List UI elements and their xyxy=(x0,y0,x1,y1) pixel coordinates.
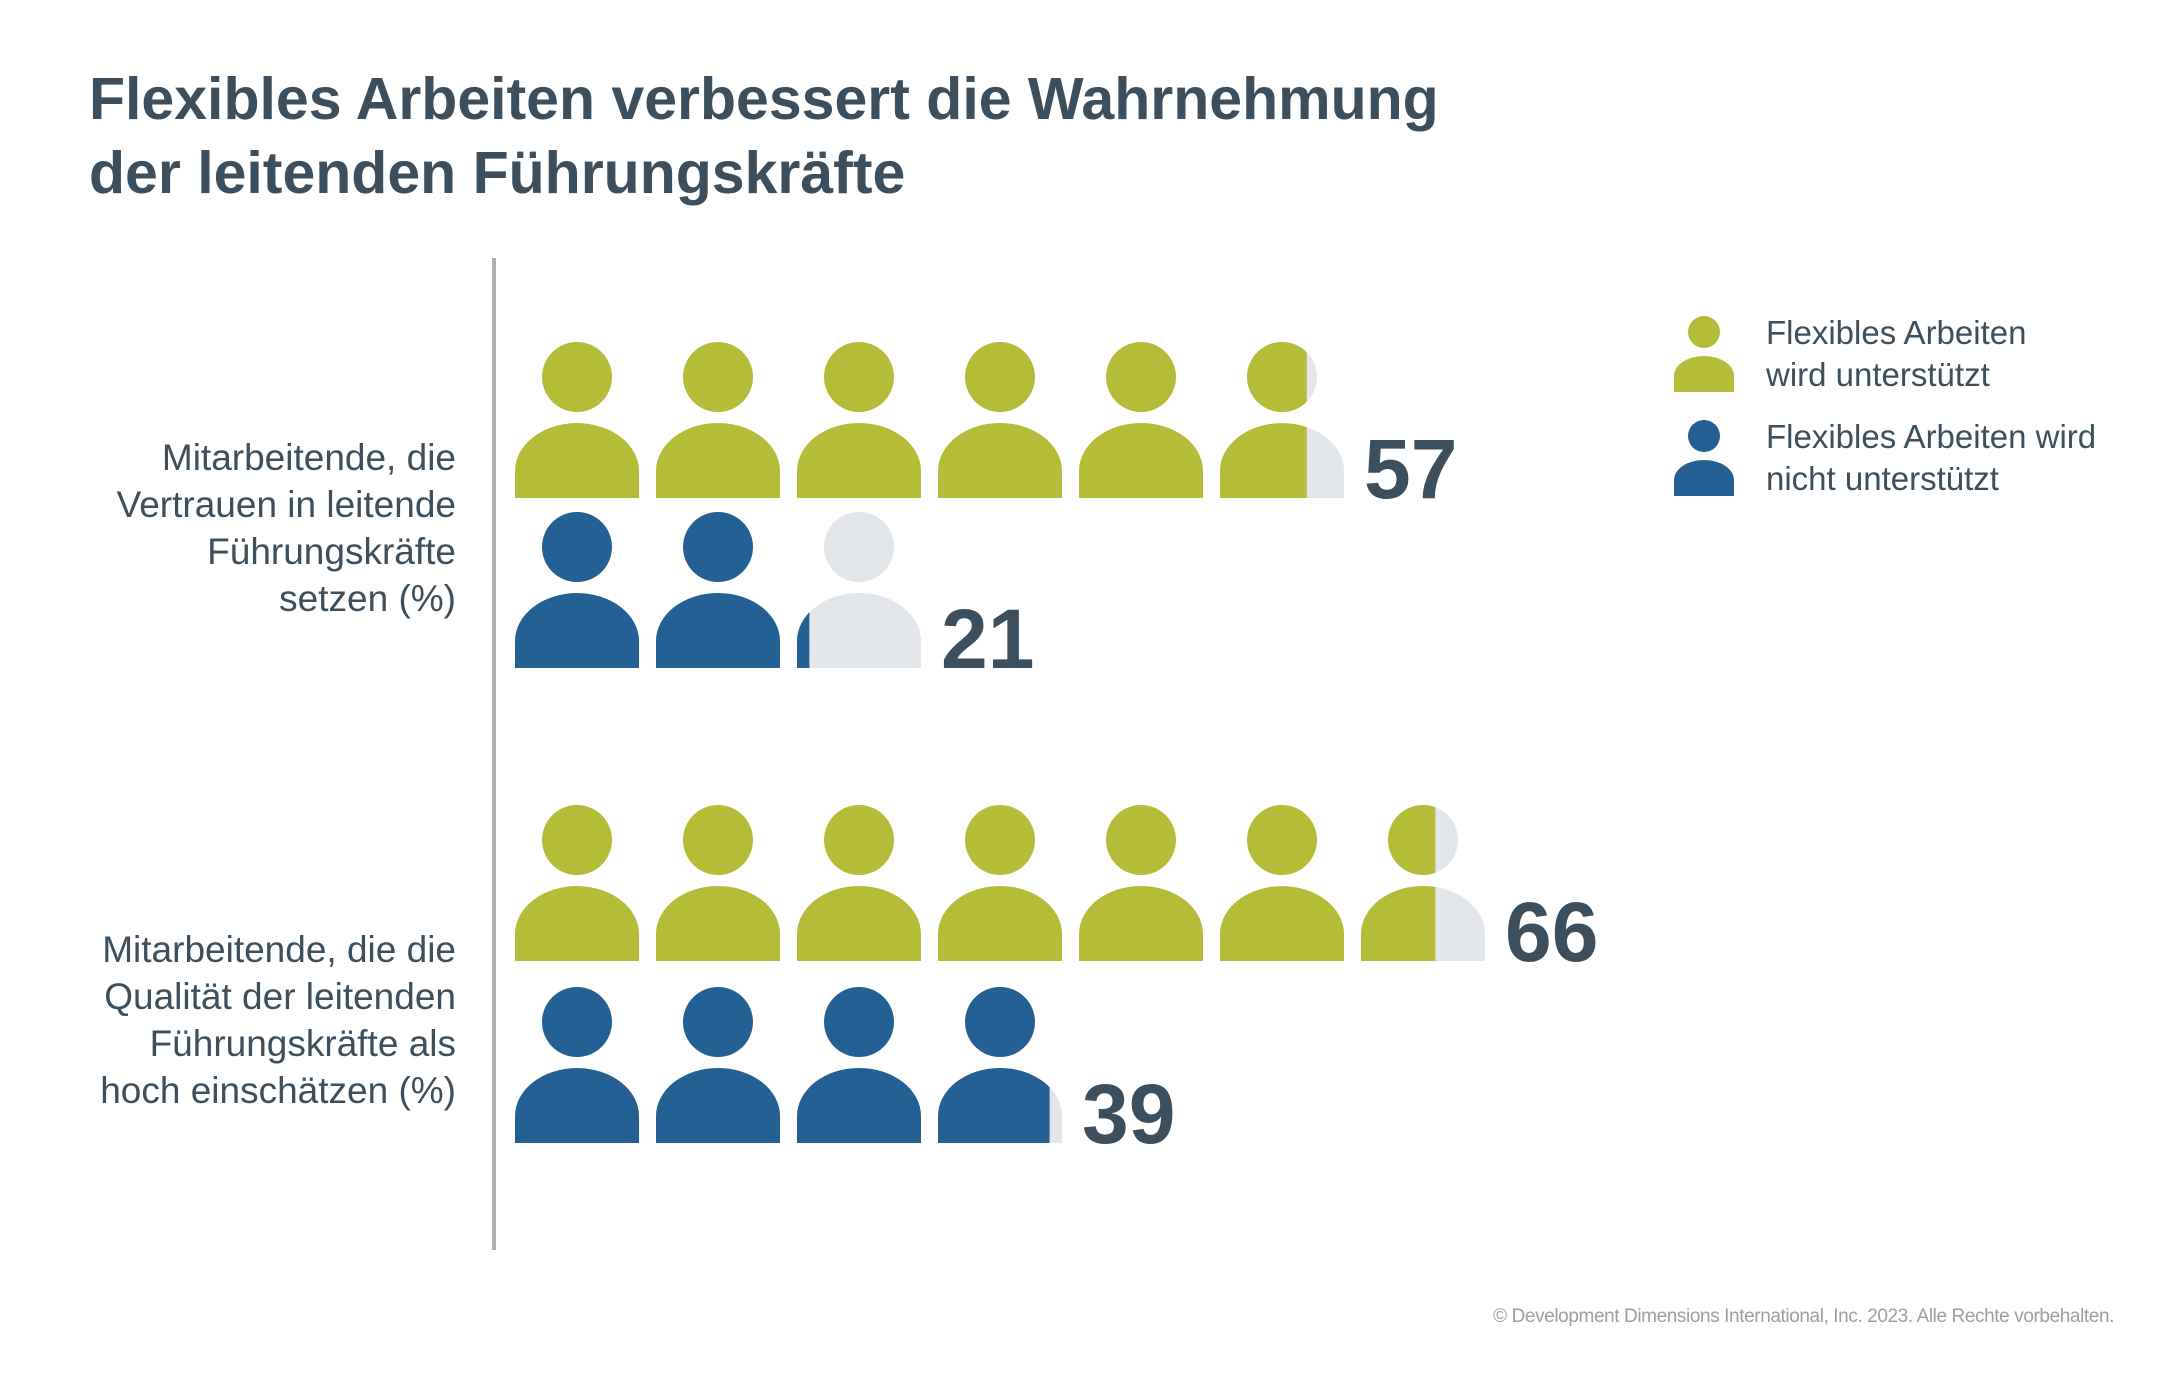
person-icon-supported xyxy=(1079,805,1203,961)
category-label-line: Mitarbeitende, die xyxy=(161,437,456,478)
value-label: 39 xyxy=(1082,1067,1175,1161)
axis-line xyxy=(492,258,496,1250)
legend-label-line: wird unterstützt xyxy=(1766,356,1990,393)
category-label-line: Führungskräfte xyxy=(207,531,456,572)
person-icon-supported xyxy=(656,342,780,498)
category-label-line: Mitarbeitende, die die xyxy=(102,929,456,970)
legend-label-line: Flexibles Arbeiten wird xyxy=(1766,418,2097,455)
person-icon-supported xyxy=(1361,805,1485,961)
category-label-line: setzen (%) xyxy=(279,578,456,619)
person-icon-not-supported xyxy=(797,987,921,1143)
person-icon-supported xyxy=(797,342,921,498)
chart-title: Flexibles Arbeiten verbessert die Wahrne… xyxy=(89,62,1439,210)
legend-label-line: Flexibles Arbeiten xyxy=(1766,314,2027,351)
person-icon-not-supported xyxy=(656,987,780,1143)
legend-label-line: nicht unterstützt xyxy=(1766,460,1999,497)
person-icon-supported xyxy=(515,805,639,961)
person-icon-supported xyxy=(1220,342,1344,498)
person-icon-supported xyxy=(797,805,921,961)
person-icon-supported xyxy=(1079,342,1203,498)
chart-title-line-1: Flexibles Arbeiten verbessert die Wahrne… xyxy=(89,66,1439,132)
value-label: 57 xyxy=(1364,422,1457,516)
person-icon-not-supported xyxy=(938,987,1062,1143)
category-label-line: Vertrauen in leitende xyxy=(116,484,456,525)
copyright-notice: © Development Dimensions International, … xyxy=(1493,1306,2114,1327)
person-icon-not-supported xyxy=(515,512,639,668)
person-icon-supported xyxy=(938,342,1062,498)
category-label-line: hoch einschätzen (%) xyxy=(100,1070,456,1111)
person-icon-supported xyxy=(656,805,780,961)
chart-title-line-2: der leitenden Führungskräfte xyxy=(89,140,906,206)
category-label-line: Führungskräfte als xyxy=(149,1023,456,1064)
value-label: 66 xyxy=(1505,885,1598,979)
person-icon-not-supported xyxy=(656,512,780,668)
person-icon-not-supported xyxy=(797,512,921,668)
person-icon xyxy=(1674,420,1734,496)
legend-label: Flexibles Arbeiten wird nicht unterstütz… xyxy=(1766,416,2096,500)
person-icon xyxy=(1674,316,1734,392)
value-label: 21 xyxy=(941,592,1034,686)
legend-label: Flexibles Arbeiten wird unterstützt xyxy=(1766,312,2026,396)
category-label-line: Qualität der leitenden xyxy=(104,976,456,1017)
person-icon-not-supported xyxy=(515,987,639,1143)
category-label-trust: Mitarbeitende, die Vertrauen in leitende… xyxy=(117,434,456,622)
category-label-quality: Mitarbeitende, die die Qualität der leit… xyxy=(100,926,456,1114)
person-icon-supported xyxy=(515,342,639,498)
person-icon-supported xyxy=(938,805,1062,961)
person-icon-supported xyxy=(1220,805,1344,961)
